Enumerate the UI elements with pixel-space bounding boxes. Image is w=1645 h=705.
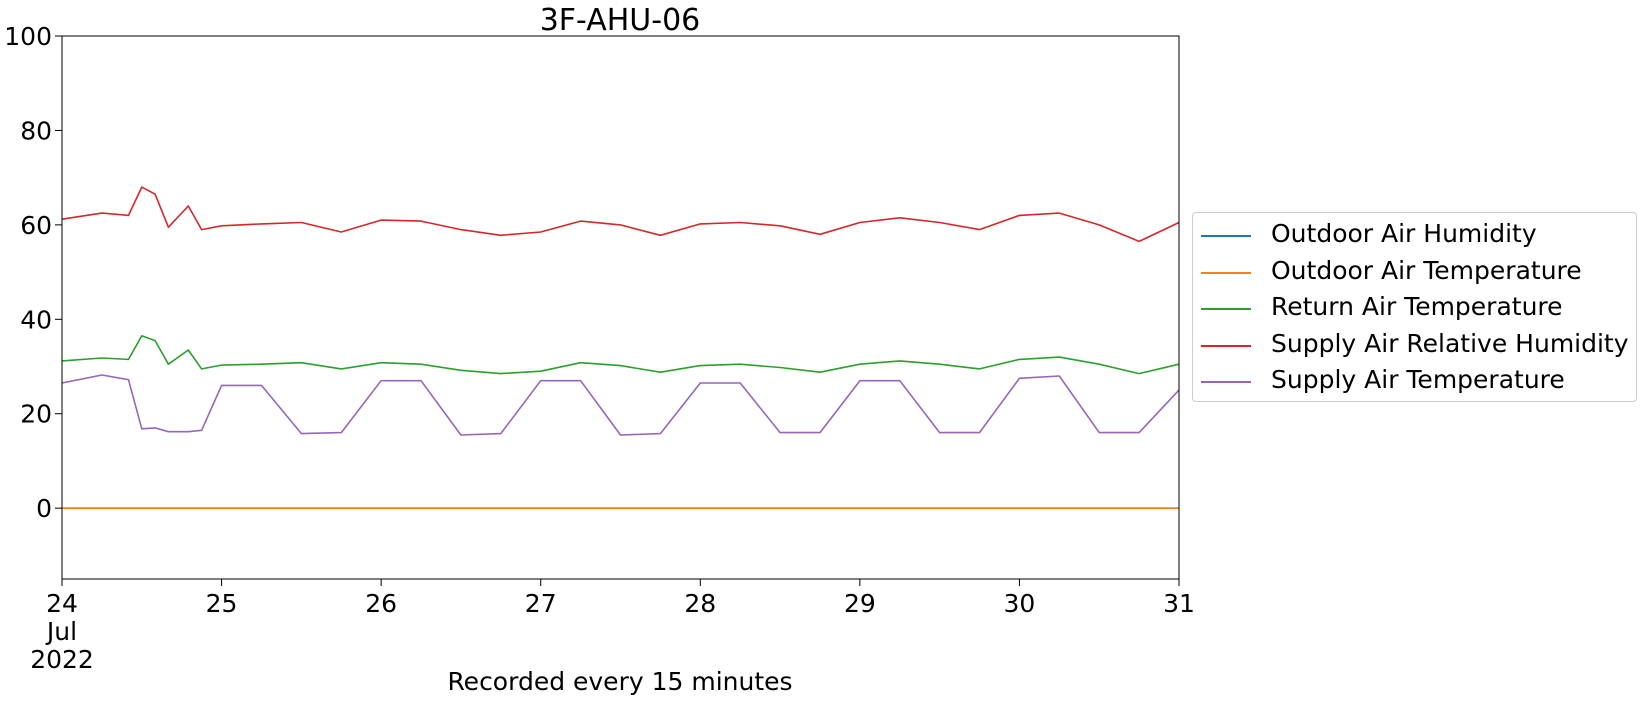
legend-label: Outdoor Air Temperature [1271,255,1582,285]
legend-swatch [1201,344,1251,347]
series-line-supply-air-temperature [61,374,1180,436]
x-tick-label: 30 [1004,589,1036,618]
y-tick-label: 100 [4,22,52,51]
x-tick-label: 28 [684,589,716,618]
series-line-supply-air-relative-humidity [61,186,1180,243]
x-tick-label: 27 [525,589,557,618]
y-tick-label: 60 [20,211,52,240]
legend-item: Return Air Temperature [1193,290,1636,324]
legend-item: Outdoor Air Temperature [1193,254,1636,288]
y-tick-label: 20 [20,400,52,429]
chart-legend: Outdoor Air Humidity Outdoor Air Temperat… [1192,212,1637,402]
y-tick-label: 80 [20,116,52,145]
legend-swatch [1201,381,1251,383]
legend-label: Outdoor Air Humidity [1271,219,1537,248]
legend-item: Supply Air Relative Humidity [1193,327,1636,361]
x-tick-label: Jul [45,617,77,646]
y-tick-label: 40 [20,305,52,334]
chart-title: 3F-AHU-06 [540,3,701,38]
x-tick-label: 31 [1163,589,1195,618]
x-axis-label: Recorded every 15 minutes [447,667,792,696]
legend-swatch [1201,271,1251,274]
series-layer [61,186,1180,510]
legend-label: Return Air Temperature [1271,292,1563,321]
legend-swatch [1201,308,1251,310]
x-tick-label: 25 [206,589,238,618]
y-tick-label: 0 [36,494,52,523]
x-tick-label: 2022 [30,645,94,674]
y-axis: 100 80 60 40 20 0 [4,22,62,523]
legend-item: Outdoor Air Humidity [1193,217,1636,251]
plot-area-frame [61,35,1180,580]
series-line-return-air-temperature [61,334,1180,375]
x-tick-label: 29 [844,589,876,618]
x-tick-label: 26 [365,589,397,618]
legend-label: Supply Air Relative Humidity [1271,328,1629,358]
legend-label: Supply Air Temperature [1271,365,1565,394]
x-tick-label: 24 [46,589,78,618]
legend-swatch [1201,235,1251,237]
legend-item: Supply Air Temperature [1193,363,1636,397]
